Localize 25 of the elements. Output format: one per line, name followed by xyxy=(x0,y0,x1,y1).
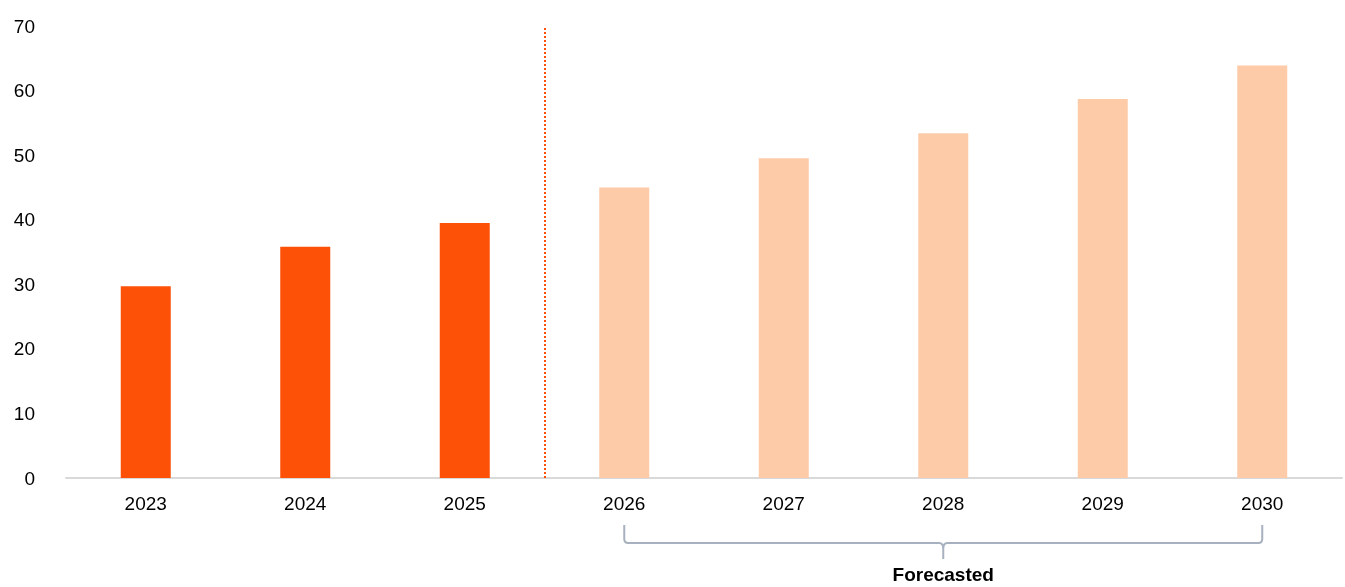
y-tick-label: 60 xyxy=(13,80,35,102)
x-tick-label: 2024 xyxy=(284,493,327,514)
x-tick-label: 2028 xyxy=(922,493,965,514)
y-tick-label: 30 xyxy=(13,273,35,295)
y-tick-label: 20 xyxy=(13,338,35,360)
x-tick-label: 2025 xyxy=(443,493,486,514)
y-tick-label: 10 xyxy=(13,402,35,424)
bar xyxy=(1237,65,1288,478)
bar xyxy=(758,158,809,478)
y-tick-label: 50 xyxy=(13,144,35,166)
bar xyxy=(439,222,490,478)
y-tick-label: 0 xyxy=(24,467,35,489)
x-tick-label: 2027 xyxy=(762,493,805,514)
x-tick-label: 2023 xyxy=(124,493,167,514)
y-tick-label: 40 xyxy=(13,209,35,231)
bar xyxy=(599,187,650,478)
text: Forecasted xyxy=(892,564,994,586)
y-tick-label: 70 xyxy=(13,15,35,37)
bar xyxy=(280,246,331,478)
bar xyxy=(918,133,969,478)
x-tick-label: 2029 xyxy=(1081,493,1124,514)
bar xyxy=(1077,98,1128,478)
x-tick-label: 2030 xyxy=(1241,493,1284,514)
bar xyxy=(120,286,171,478)
x-tick-label: 2026 xyxy=(603,493,646,514)
